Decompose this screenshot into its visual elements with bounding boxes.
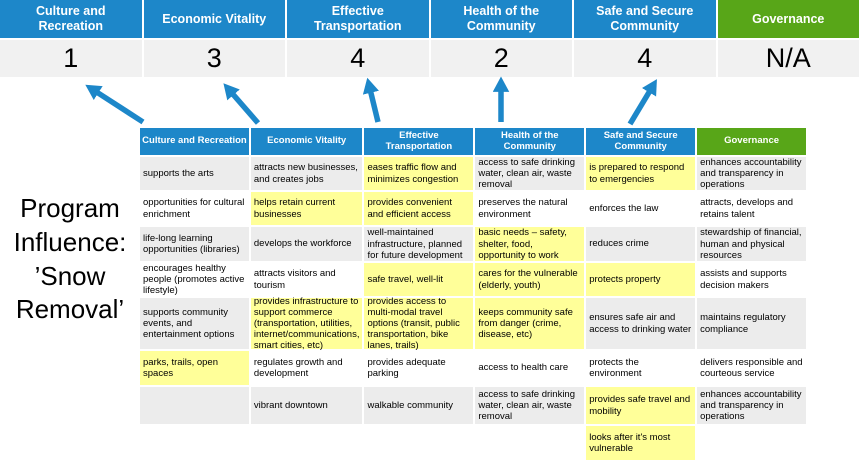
title-line: Removal’: [15, 294, 125, 325]
score-economic: 3: [143, 40, 285, 77]
table-cell: provides infrastructure to support comme…: [250, 296, 363, 351]
table-cell: ensures safe air and access to drinking …: [586, 298, 696, 349]
table-cell: protects the environment: [586, 351, 696, 385]
table-cell: [140, 426, 249, 460]
table-cell: cares for the vulnerable (elderly, youth…: [475, 263, 585, 296]
table-cell: [250, 426, 363, 460]
matrix-header-transportation: Effective Transportation: [364, 128, 474, 155]
table-cell: [364, 426, 474, 460]
score-governance: N/A: [717, 40, 859, 77]
summary-column-economic: Economic Vitality: [143, 0, 285, 38]
summary-column-safe: Safe and Secure Community: [574, 0, 716, 38]
table-cell: maintains regulatory compliance: [697, 298, 806, 349]
summary-column-health: Health of the Community: [430, 0, 572, 38]
table-cell: basic needs – safety, shelter, food, opp…: [475, 227, 585, 261]
table-cell: vibrant downtown: [250, 387, 363, 424]
table-cell: access to safe drinking water, clean air…: [475, 157, 585, 190]
title-line: Influence:: [13, 226, 127, 257]
table-cell: looks after it's most vulnerable: [586, 426, 696, 460]
table-cell: reduces crime: [586, 227, 696, 261]
table-cell: protects property: [586, 263, 696, 296]
services-matrix-table: Culture and Recreation Economic Vitality…: [140, 128, 806, 460]
table-cell: provides convenient and efficient access: [364, 192, 474, 225]
table-cell: regulates growth and development: [250, 351, 363, 385]
table-cell: enforces the law: [586, 192, 696, 225]
influence-arrows: [85, 76, 657, 126]
table-cell: encourages healthy people (promotes acti…: [140, 263, 249, 296]
up-arrow-icon: [85, 84, 145, 125]
table-cell: access to health care: [475, 351, 585, 385]
table-cell: eases traffic flow and minimizes congest…: [364, 157, 474, 190]
table-cell: life-long learning opportunities (librar…: [140, 227, 249, 261]
table-cell: [475, 426, 585, 460]
summary-column-culture: Culture and Recreation: [0, 0, 142, 38]
table-cell: helps retain current businesses: [250, 192, 363, 225]
program-influence-title: Program Influence: ’Snow Removal’: [0, 128, 140, 460]
table-cell: opportunities for cultural enrichment: [140, 192, 249, 225]
matrix-header-safe: Safe and Secure Community: [586, 128, 696, 155]
table-cell: safe travel, well-lit: [364, 263, 474, 296]
up-arrow-icon: [362, 77, 381, 123]
table-cell: [697, 426, 806, 460]
table-cell: provides safe travel and mobility: [586, 387, 696, 424]
table-cell: assists and supports decision makers: [697, 263, 806, 296]
table-cell: attracts visitors and tourism: [250, 263, 363, 296]
table-cell: provides adequate parking: [364, 351, 474, 385]
table-cell: supports the arts: [140, 157, 249, 190]
table-cell: is prepared to respond to emergencies: [586, 157, 696, 190]
table-cell: delivers responsible and courteous servi…: [697, 351, 806, 385]
matrix-header-culture: Culture and Recreation: [140, 128, 249, 155]
matrix-header-governance: Governance: [697, 128, 806, 155]
matrix-header-economic: Economic Vitality: [250, 128, 363, 155]
table-cell: develops the workforce: [250, 227, 363, 261]
table-cell: well-maintained infrastructure, planned …: [364, 227, 474, 261]
table-cell: supports community events, and entertain…: [140, 298, 249, 349]
up-arrow-icon: [223, 83, 261, 125]
priority-summary-band: Culture and Recreation Economic Vitality…: [0, 0, 859, 77]
up-arrow-icon: [627, 79, 657, 126]
summary-column-transportation: Effective Transportation: [287, 0, 429, 38]
table-cell: walkable community: [364, 387, 474, 424]
score-culture: 1: [0, 40, 142, 77]
table-cell: provides access to multi-modal travel op…: [364, 296, 474, 351]
table-cell: stewardship of financial, human and phys…: [697, 227, 806, 261]
table-cell: parks, trails, open spaces: [140, 351, 249, 385]
table-cell: enhances accountability and transparency…: [697, 387, 806, 424]
table-cell: attracts, develops and retains talent: [697, 192, 806, 225]
table-cell: [140, 387, 249, 424]
table-cell: preserves the natural environment: [475, 192, 585, 225]
score-safe: 4: [574, 40, 716, 77]
table-cell: attracts new businesses, and creates job…: [250, 157, 363, 190]
title-line: ’Snow: [34, 260, 106, 291]
main-area: Program Influence: ’Snow Removal’ Cultur…: [0, 128, 859, 460]
summary-column-governance: Governance: [717, 0, 859, 38]
table-cell: keeps community safe from danger (crime,…: [475, 298, 585, 349]
title-line: Program: [20, 193, 120, 223]
table-cell: enhances accountability and transparency…: [697, 157, 806, 190]
matrix-header-health: Health of the Community: [475, 128, 585, 155]
score-transportation: 4: [287, 40, 429, 77]
table-cell: access to safe drinking water, clean air…: [475, 387, 585, 424]
score-health: 2: [430, 40, 572, 77]
